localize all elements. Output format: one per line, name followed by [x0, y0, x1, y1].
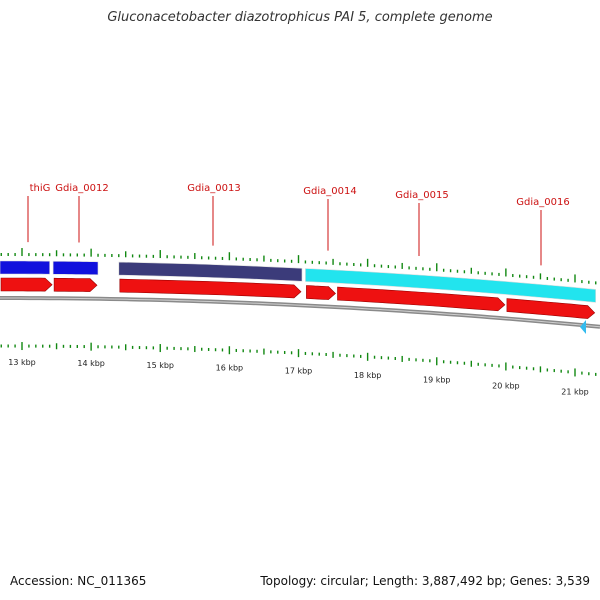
bottom-tick-marks: [0, 342, 597, 377]
top-tick-marks: [0, 248, 597, 285]
gene-label-Gdia_0013: Gdia_0013: [187, 183, 240, 194]
gene-arrow-Gdia_0012: [53, 277, 98, 292]
genome-end-marker-icon: [580, 320, 586, 334]
gene-arrow-thiG: [0, 277, 53, 292]
scale-label: 17 kbp: [285, 367, 313, 376]
feature-block-4: [305, 268, 597, 303]
gene-label-Gdia_0015: Gdia_0015: [395, 190, 448, 201]
gene-label-Gdia_0016: Gdia_0016: [516, 197, 569, 208]
gene-labels: thiG Gdia_0012 Gdia_0013 Gdia_0014 Gdia_0015…: [27, 183, 570, 266]
gene-arrow-Gdia_0013: [119, 278, 302, 299]
feature-block-2: [52, 260, 99, 276]
gene-label-thiG: thiG: [30, 183, 51, 194]
gene-arrow-Gdia_0014: [306, 285, 336, 300]
genome-stats-label: Topology: circular; Length: 3,887,492 bp…: [260, 574, 590, 588]
scale-labels: 13 kbp 14 kbp 15 kbp 16 kbp 17 kbp 18 kbp 19 k…: [8, 358, 589, 397]
feature-blocks: [0, 260, 597, 303]
scale-label: 13 kbp: [8, 358, 36, 367]
scale-label: 19 kbp: [423, 376, 451, 385]
accession-label: Accession: NC_011365: [10, 574, 147, 588]
gene-arrow-Gdia_0015: [337, 286, 506, 312]
gene-arrow-Gdia_0016: [506, 298, 596, 319]
gene-arrows: [0, 277, 596, 319]
scale-label: 18 kbp: [354, 371, 382, 380]
genome-title: Gluconacetobacter diazotrophicus PAI 5, …: [107, 10, 493, 25]
gene-label-Gdia_0014: Gdia_0014: [303, 186, 356, 197]
scale-label: 16 kbp: [216, 363, 244, 372]
feature-block-3: [118, 261, 303, 282]
scale-label: 15 kbp: [146, 361, 174, 370]
gene-label-Gdia_0012: Gdia_0012: [55, 183, 108, 194]
scale-label: 21 kbp: [561, 388, 589, 397]
scale-label: 14 kbp: [77, 359, 105, 368]
feature-block-1: [0, 260, 51, 275]
scale-label: 20 kbp: [492, 381, 520, 390]
genome-backbone-highlight: [0, 297, 600, 328]
